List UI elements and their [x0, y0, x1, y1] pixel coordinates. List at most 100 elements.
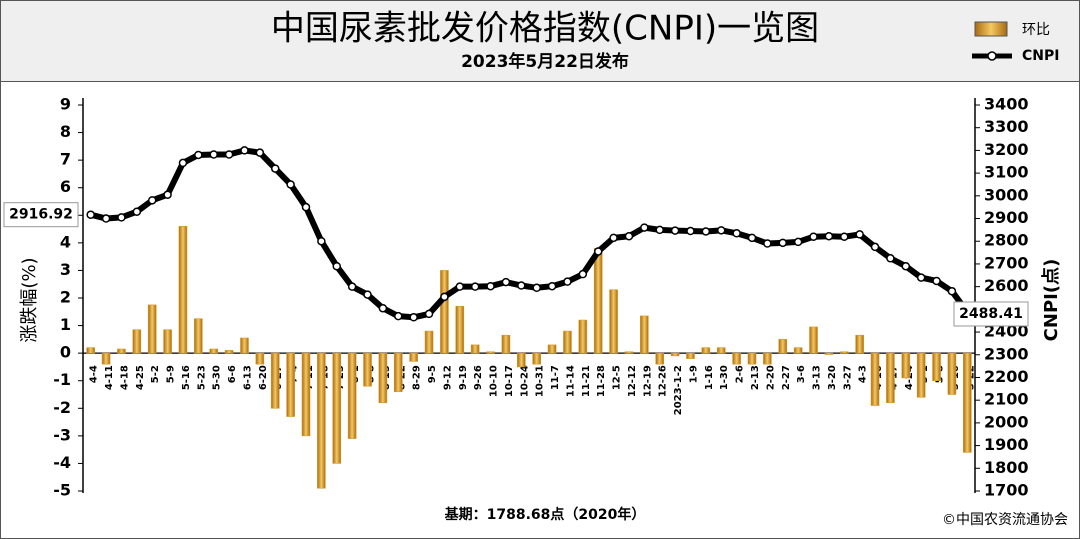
line-marker	[686, 226, 695, 236]
bar	[224, 350, 234, 354]
y2-tick-label: 2200	[984, 367, 1029, 386]
x-tick-label: 2-13	[750, 365, 761, 390]
x-tick: 12-26	[658, 365, 669, 397]
bar	[147, 304, 157, 354]
bar	[901, 352, 911, 379]
x-tick: 6-13	[242, 365, 253, 390]
line-marker	[547, 281, 557, 291]
y2-tick-label: 2800	[984, 231, 1029, 250]
line-marker	[624, 231, 634, 241]
line-marker	[778, 238, 788, 248]
y2-tick-label: 3100	[984, 163, 1029, 182]
y2-tick-label: 2300	[984, 344, 1029, 363]
line-marker	[747, 233, 757, 243]
x-tick-label: 12-26	[658, 365, 669, 397]
y-tick-label: 8	[60, 122, 71, 141]
line-marker	[532, 283, 541, 293]
bar	[270, 352, 280, 409]
x-tick: 11-14	[565, 365, 576, 397]
x-tick: 4-18	[119, 365, 130, 390]
x-tick-label: 9-26	[473, 365, 484, 390]
bar	[163, 329, 172, 354]
line-marker	[578, 269, 588, 279]
bar	[240, 337, 249, 354]
line-marker	[855, 230, 864, 239]
y-tick-label: 1	[60, 315, 71, 334]
x-tick: 10-31	[535, 365, 546, 397]
source: ©中国农资流通协会	[942, 512, 1068, 528]
line-marker	[455, 282, 465, 291]
x-tick-label: 9-19	[458, 365, 469, 390]
x-tick: 1-30	[719, 365, 730, 390]
x-tick-label: 12-5	[612, 365, 623, 390]
x-tick-label: 10-10	[489, 365, 500, 397]
bar	[809, 326, 818, 354]
line-marker	[716, 226, 726, 235]
x-tick-label: 11-21	[581, 365, 592, 397]
line-marker	[517, 281, 526, 290]
line-marker	[301, 202, 311, 212]
bar	[440, 270, 449, 354]
line-marker	[809, 232, 818, 241]
line-marker	[947, 286, 957, 296]
x-tick-label: 1-30	[719, 365, 730, 390]
x-tick-label: 2-6	[735, 365, 746, 383]
x-tick: 5-2	[150, 365, 161, 383]
bar	[332, 352, 342, 464]
x-tick-label: 4-25	[135, 365, 146, 390]
y2-axis-label: CNPI(点)	[1040, 259, 1062, 342]
bar	[317, 352, 326, 489]
line-marker	[286, 180, 295, 189]
y2-tick-label: 3300	[984, 117, 1029, 136]
bar	[424, 330, 434, 354]
x-tick: 3-6	[796, 365, 807, 383]
line-marker	[763, 239, 772, 248]
x-tick: 3-13	[812, 365, 823, 390]
x-tick-label: 10-17	[504, 365, 515, 397]
bar	[363, 352, 372, 387]
line-marker	[793, 237, 803, 247]
line	[89, 147, 970, 321]
bar	[501, 334, 511, 354]
x-tick-label: 3-13	[812, 365, 823, 390]
line-marker	[932, 276, 941, 286]
bar	[117, 348, 126, 354]
line-marker	[117, 213, 126, 222]
bar	[532, 352, 541, 365]
line-marker	[101, 214, 111, 223]
x-tick-label: 6-6	[227, 365, 238, 383]
line-marker	[670, 226, 680, 235]
x-tick: 5-30	[212, 365, 223, 390]
x-tick: 4-25	[135, 365, 146, 390]
bar	[378, 352, 388, 404]
header	[0, 0, 1080, 82]
line-marker	[486, 281, 495, 291]
bar	[593, 248, 603, 354]
line-marker	[470, 282, 480, 291]
bar	[486, 351, 495, 354]
x-tick-label: 6-20	[258, 365, 269, 390]
x-tick: 2-27	[781, 365, 792, 390]
bar	[655, 352, 665, 365]
y2-tick-label: 2100	[984, 390, 1029, 409]
x-tick-label: 2-27	[781, 365, 792, 390]
bar	[963, 352, 972, 453]
x-tick: 9-19	[458, 365, 469, 390]
bar	[132, 329, 142, 354]
x-tick-label: 1-16	[704, 365, 715, 390]
x-tick: 2023-1-2	[673, 365, 684, 415]
x-tick-label: 10-24	[519, 365, 530, 397]
y-tick-label: -5	[53, 481, 71, 500]
y2-tick-label: 2000	[984, 412, 1029, 431]
x-tick-label: 2023-1-2	[673, 365, 684, 415]
x-tick-label: 3-20	[827, 365, 838, 390]
bar	[778, 339, 788, 354]
line-marker	[563, 277, 572, 286]
x-tick-label: 5-9	[166, 365, 177, 383]
bar	[609, 289, 618, 354]
y-tick-label: 3	[60, 260, 71, 279]
bar	[716, 347, 726, 354]
chart-title: 中国尿素批发价格指数(CNPI)一览图	[271, 9, 819, 49]
line-marker	[240, 146, 249, 155]
